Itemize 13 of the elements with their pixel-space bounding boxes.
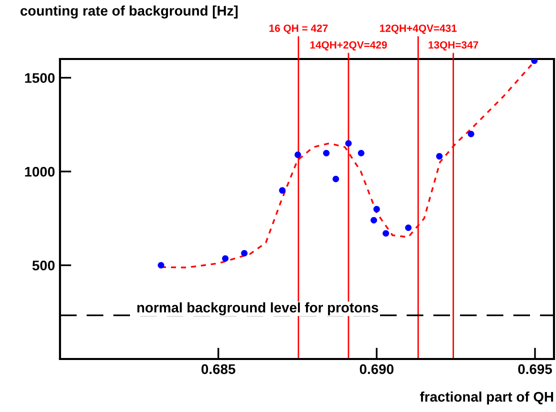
- y-tick-label: 500: [32, 260, 55, 270]
- annotation: 13QH=347: [428, 41, 478, 51]
- x-axis-title: fractional part of QH: [420, 392, 554, 404]
- y-tick-label: 1000: [25, 166, 55, 177]
- ref-line-label: normal background level for protons: [137, 302, 378, 316]
- annotation: 12QH+4QV=431: [380, 24, 457, 34]
- annotation: 14QH+2QV=429: [310, 41, 387, 51]
- y-axis-title: counting rate of background [Hz]: [20, 5, 238, 19]
- annotation: 16 QH = 427: [269, 24, 328, 34]
- x-tick-label: 0.690: [360, 364, 394, 374]
- x-tick-label: 0.695: [518, 364, 552, 374]
- x-tick-label: 0.685: [202, 364, 236, 374]
- y-tick-label: 1500: [25, 73, 55, 83]
